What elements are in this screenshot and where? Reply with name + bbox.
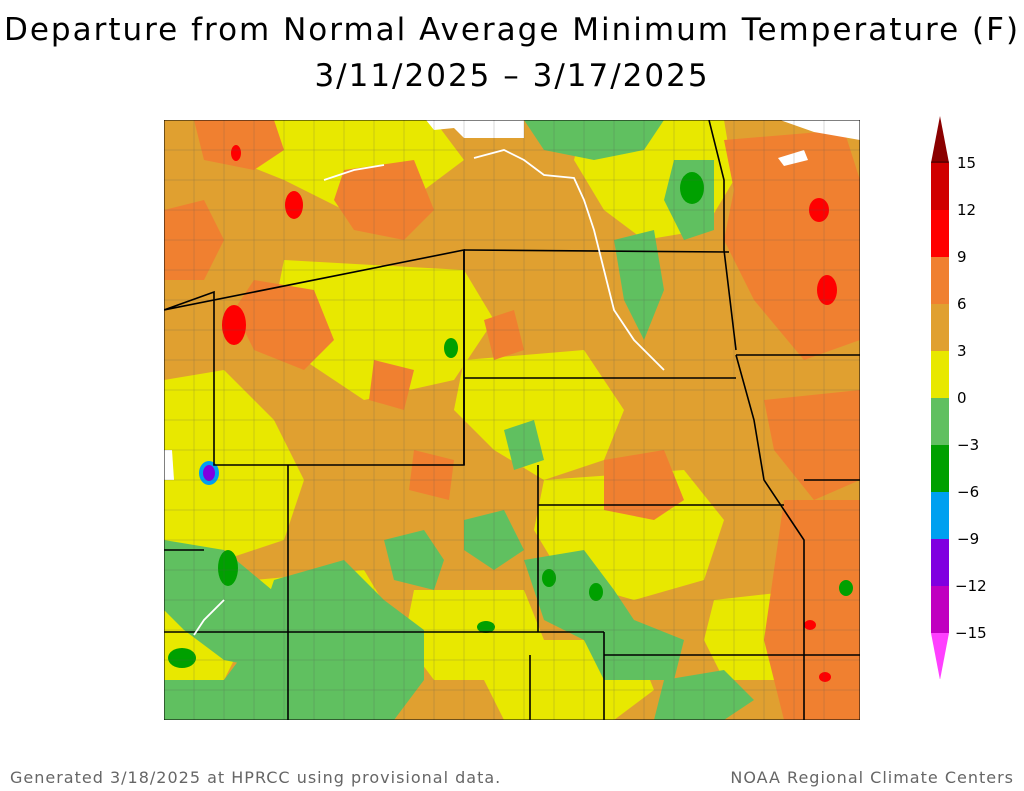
legend-swatch bbox=[931, 257, 949, 304]
legend-label: 12 bbox=[957, 201, 977, 219]
legend-swatch bbox=[931, 163, 949, 210]
legend-swatch bbox=[931, 445, 949, 492]
temperature-departure-map bbox=[164, 120, 860, 720]
missing-data-areas bbox=[164, 120, 860, 480]
legend-label: 9 bbox=[957, 248, 967, 266]
legend-label: −6 bbox=[957, 483, 980, 501]
legend-label: −15 bbox=[955, 624, 987, 642]
legend-swatch bbox=[931, 210, 949, 257]
legend-swatch bbox=[931, 539, 949, 586]
legend-label: 0 bbox=[957, 389, 967, 407]
map-date-range: 3/11/2025 – 3/17/2025 bbox=[314, 58, 710, 94]
mn-western-border bbox=[708, 120, 737, 351]
legend-swatch bbox=[931, 116, 949, 163]
legend-swatch bbox=[931, 633, 949, 679]
legend-label: −12 bbox=[955, 577, 987, 595]
map-title: Departure from Normal Average Minimum Te… bbox=[3, 12, 1021, 48]
missouri-river-line bbox=[473, 149, 665, 371]
sd-ne-border bbox=[463, 249, 730, 253]
anomaly-zone-extreme-cold bbox=[199, 461, 219, 485]
legend-label: 3 bbox=[957, 342, 967, 360]
county-boundaries bbox=[164, 120, 860, 720]
legend-label: 15 bbox=[957, 154, 977, 172]
legend-swatch bbox=[931, 351, 949, 398]
legend-swatch bbox=[931, 304, 949, 351]
legend-label: −9 bbox=[957, 530, 980, 548]
generated-note: Generated 3/18/2025 at HPRCC using provi… bbox=[10, 768, 502, 787]
legend-swatch bbox=[931, 586, 949, 633]
missouri-river bbox=[735, 354, 805, 720]
legend-swatch bbox=[931, 492, 949, 539]
legend-swatch bbox=[931, 398, 949, 445]
wyoming-border bbox=[164, 249, 465, 466]
legend-label: 6 bbox=[957, 295, 967, 313]
color-legend-bar bbox=[931, 116, 949, 679]
credit-note: NOAA Regional Climate Centers bbox=[730, 768, 1014, 787]
legend-label: −3 bbox=[957, 436, 980, 454]
state-boundaries bbox=[164, 120, 860, 720]
rivers bbox=[193, 149, 665, 636]
